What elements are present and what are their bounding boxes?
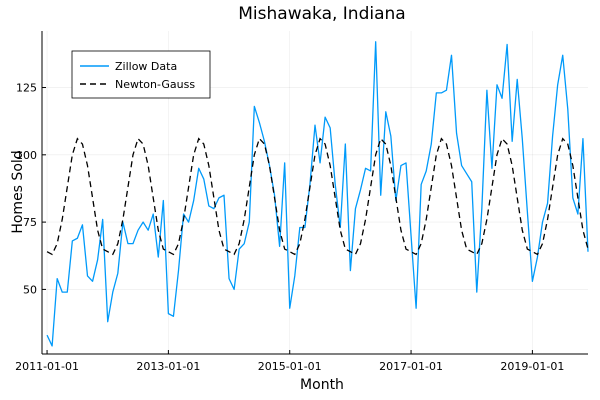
x-tick-label: 2013-01-01 bbox=[136, 360, 200, 373]
y-tick-label: 50 bbox=[23, 283, 37, 296]
chart-title: Mishawaka, Indiana bbox=[238, 4, 405, 24]
series-line-newton-gauss bbox=[46, 137, 589, 256]
y-tick-label: 75 bbox=[23, 216, 37, 229]
legend-label-newton-gauss: Newton-Gauss bbox=[115, 78, 195, 91]
legend-label-zillow: Zillow Data bbox=[115, 60, 177, 73]
x-tick-label: 2015-01-01 bbox=[258, 360, 322, 373]
axis-ticks: 50 75 100 125 2011-01-01 2013-01-01 2015-01-01… bbox=[15, 82, 564, 373]
legend: Zillow Data Newton-Gauss bbox=[71, 50, 211, 99]
y-tick-label: 100 bbox=[16, 149, 37, 162]
x-tick-label: 2011-01-01 bbox=[15, 360, 79, 373]
data-series bbox=[46, 41, 589, 347]
y-tick-label: 125 bbox=[16, 82, 37, 95]
y-axis-label: Homes Sold bbox=[10, 150, 26, 233]
legend-box bbox=[71, 50, 211, 99]
x-tick-label: 2019-01-01 bbox=[500, 360, 564, 373]
x-tick-label: 2017-01-01 bbox=[379, 360, 443, 373]
x-axis-label: Month bbox=[300, 377, 344, 393]
series-line-zillow-data bbox=[46, 41, 589, 347]
